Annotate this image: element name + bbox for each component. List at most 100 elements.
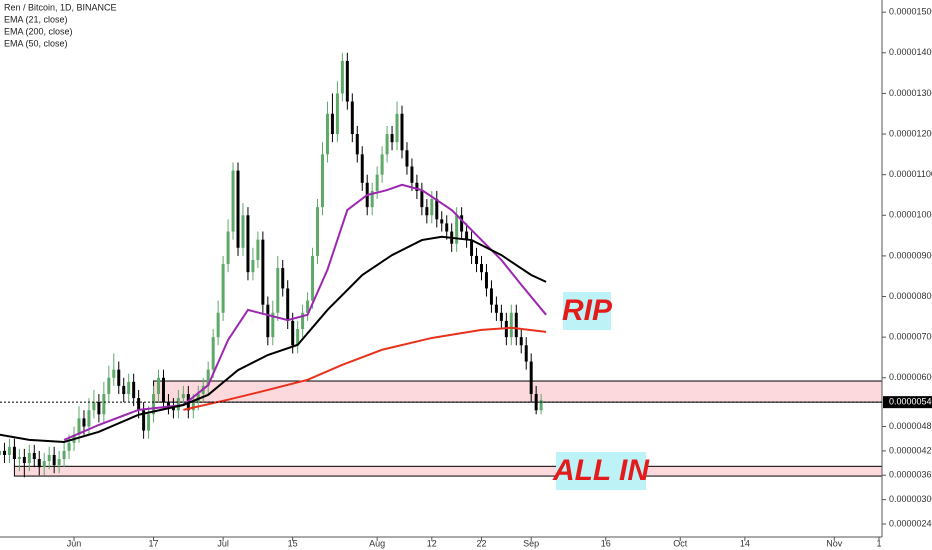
last-price-box xyxy=(883,396,932,409)
x-tick-label: 16 xyxy=(601,538,611,548)
y-tick-label: 0.00000800 xyxy=(889,291,932,301)
candle-body xyxy=(325,113,329,155)
candle-body xyxy=(330,113,334,135)
candle-body xyxy=(147,414,151,431)
candle-body xyxy=(107,377,111,395)
candle-body xyxy=(375,174,379,191)
x-tick-label: Jun xyxy=(67,538,82,548)
candle-body xyxy=(400,113,404,151)
candle-body xyxy=(539,400,543,411)
candle-body xyxy=(261,239,265,305)
y-tick-label: 0.00000240 xyxy=(889,518,932,528)
candle-body xyxy=(405,150,409,167)
candle-body xyxy=(0,450,1,455)
candle-body xyxy=(420,190,424,208)
candle-body xyxy=(67,442,71,451)
candle-body xyxy=(22,456,26,464)
candle-body xyxy=(216,312,220,338)
candle-body xyxy=(251,259,255,273)
candle-body xyxy=(211,337,215,370)
candle-body xyxy=(37,459,41,468)
candle-body xyxy=(17,456,21,460)
y-tick-label: 0.00000480 xyxy=(889,421,932,431)
candle-body xyxy=(475,255,479,265)
candle-body xyxy=(77,418,81,435)
x-tick-label: Nov xyxy=(826,538,843,548)
y-tick-label: 0.00001300 xyxy=(889,88,932,98)
candle-body xyxy=(296,329,300,346)
candle-body xyxy=(57,459,61,466)
candle-body xyxy=(311,255,315,301)
candle-body xyxy=(499,312,503,321)
candle-body xyxy=(206,369,210,386)
candle-body xyxy=(82,418,86,427)
candle-body xyxy=(430,199,434,216)
candle-body xyxy=(12,446,16,460)
candle-body xyxy=(166,402,170,407)
candle-body xyxy=(97,402,101,415)
candle-body xyxy=(440,219,444,224)
ema-line xyxy=(63,183,547,441)
candle-body xyxy=(276,268,280,313)
candle-body xyxy=(480,264,483,273)
candle-body xyxy=(87,410,91,427)
candle-body xyxy=(435,199,439,220)
zone xyxy=(13,465,883,477)
candle-body xyxy=(246,215,250,273)
candle-body xyxy=(32,452,36,460)
candle-body xyxy=(360,154,364,183)
candle-body xyxy=(484,272,488,289)
candle-body xyxy=(176,398,180,411)
candle-body xyxy=(320,154,324,208)
candle-body xyxy=(236,170,240,248)
candle-body xyxy=(271,312,275,338)
candle-body xyxy=(335,93,339,135)
x-tick-label: 17 xyxy=(149,538,159,548)
candle-body xyxy=(494,304,498,313)
ema-line xyxy=(183,326,547,411)
candle-body xyxy=(410,166,414,183)
candle-body xyxy=(191,402,195,411)
x-tick-label: 14 xyxy=(740,538,750,548)
candle-body xyxy=(395,113,399,143)
x-tick-label: Sep xyxy=(523,538,539,548)
candle-body xyxy=(132,381,136,399)
y-tick-label: 0.00001200 xyxy=(889,128,932,138)
y-tick-label: 0.00000360 xyxy=(889,470,932,480)
candle-body xyxy=(355,134,359,155)
y-tick-label: 0.00000900 xyxy=(889,250,932,260)
candle-body xyxy=(27,452,31,464)
candle-body xyxy=(340,60,344,94)
candle-body xyxy=(226,231,230,265)
candle-body xyxy=(47,454,51,462)
candle-body xyxy=(350,101,354,135)
candle-body xyxy=(380,154,384,175)
candle-body xyxy=(524,345,528,362)
candle-body xyxy=(137,398,141,411)
candle-body xyxy=(152,394,156,415)
candle-body xyxy=(142,410,146,431)
candle-body xyxy=(127,381,131,395)
candles xyxy=(0,52,543,478)
candle-body xyxy=(102,394,106,415)
candle-body xyxy=(460,215,464,232)
ema-line xyxy=(0,235,547,443)
candle-body xyxy=(415,182,419,191)
candle-body xyxy=(256,239,260,260)
candle-body xyxy=(519,337,523,346)
candle-body xyxy=(231,170,235,232)
candle-body xyxy=(161,377,165,403)
candle-body xyxy=(301,312,305,330)
candle-body xyxy=(62,450,66,460)
y-tick-label: 0.00001000 xyxy=(889,210,932,220)
candle-body xyxy=(445,223,449,232)
candle-body xyxy=(514,312,518,338)
legend-entry: EMA (50, close) xyxy=(4,38,68,48)
axes: 0.00001500 0.00001400 0.00001300 0.00001200… xyxy=(0,7,932,548)
legend-entry: EMA (200, close) xyxy=(4,26,73,36)
y-tick-label: 0.00000420 xyxy=(889,445,932,455)
legend-entry: EMA (21, close) xyxy=(4,14,68,24)
candle-body xyxy=(7,446,11,455)
